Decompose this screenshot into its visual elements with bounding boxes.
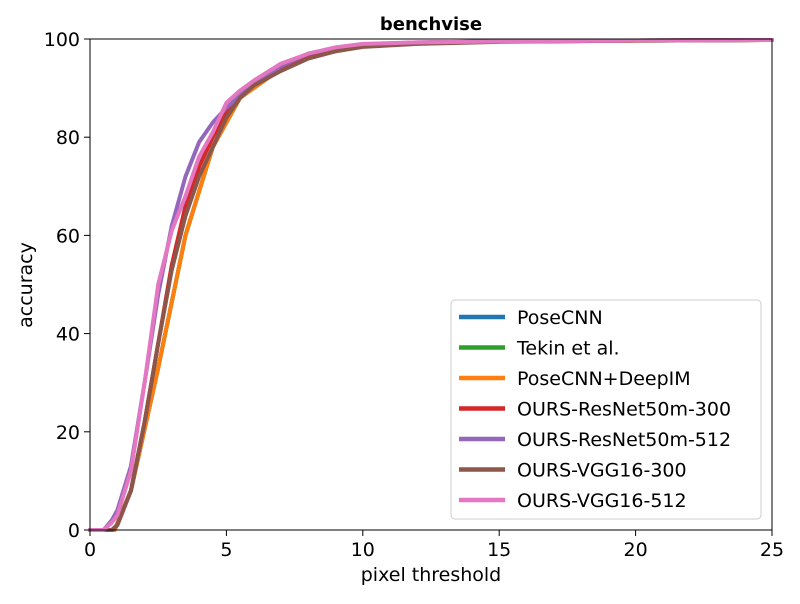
legend-label-4: OURS-ResNet50m-512: [517, 429, 731, 451]
x-tick-label-2: 10: [351, 539, 375, 561]
y-tick-label-0: 0: [68, 520, 80, 542]
legend-label-6: OURS-VGG16-512: [517, 490, 687, 512]
legend-label-0: PoseCNN: [517, 307, 603, 329]
y-tick-label-3: 60: [56, 225, 80, 247]
x-axis: 0 5 10 15 20 25: [84, 530, 784, 561]
y-tick-label-2: 40: [56, 324, 80, 346]
chart-title: benchvise: [380, 14, 482, 35]
plot-area: [88, 38, 774, 532]
y-tick-label-1: 20: [56, 422, 80, 444]
legend-label-5: OURS-VGG16-300: [517, 460, 687, 482]
y-axis: 0 20 40 60 80 100: [44, 29, 90, 542]
x-tick-label-4: 20: [624, 539, 648, 561]
x-axis-label: pixel threshold: [361, 564, 502, 586]
legend-label-1: Tekin et al.: [516, 338, 620, 360]
plot-frame: [89, 38, 773, 531]
y-tick-label-4: 80: [56, 127, 80, 149]
x-tick-label-5: 25: [760, 539, 784, 561]
y-axis-label: accuracy: [15, 242, 37, 328]
legend-label-2: PoseCNN+DeepIM: [517, 368, 691, 390]
series-line-6: [88, 38, 774, 532]
legend-box: [450, 299, 762, 520]
x-tick-label-0: 0: [84, 539, 96, 561]
legend: PoseCNN Tekin et al. PoseCNN+DeepIM OURS-Re…: [450, 299, 762, 520]
y-tick-label-5: 100: [44, 29, 80, 51]
x-tick-label-3: 15: [487, 539, 511, 561]
x-tick-label-1: 5: [220, 539, 232, 561]
legend-label-3: OURS-ResNet50m-300: [517, 399, 731, 421]
